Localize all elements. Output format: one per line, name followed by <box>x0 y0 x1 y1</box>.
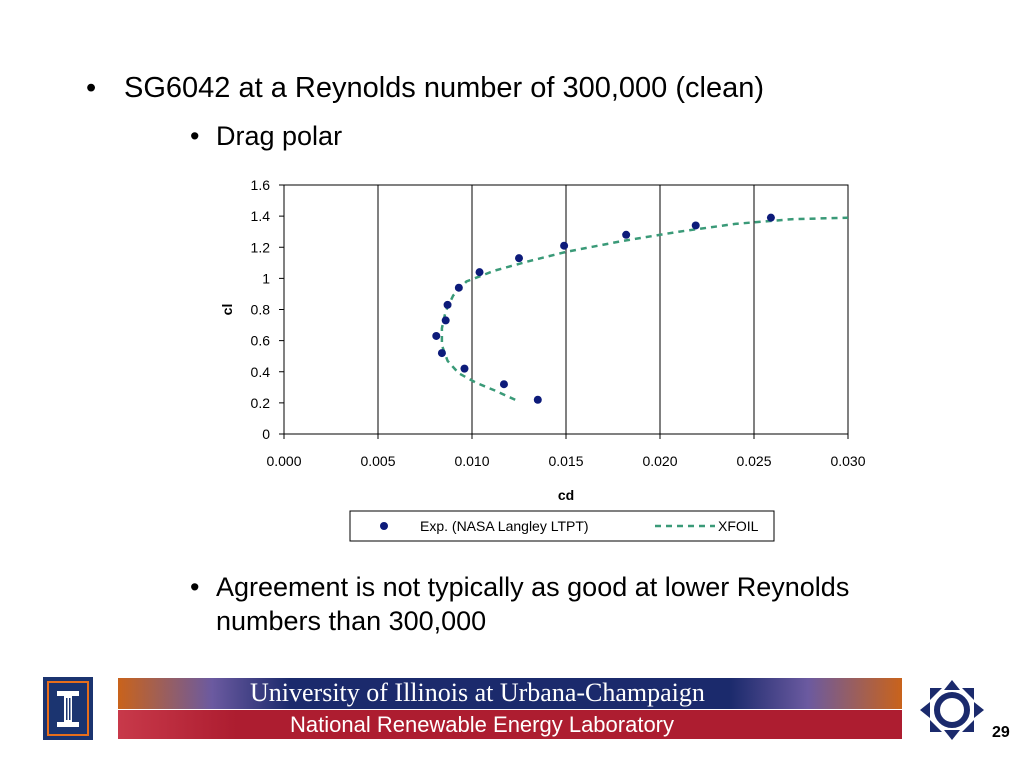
y-tick-label: 0 <box>262 426 270 442</box>
x-tick-label: 0.000 <box>266 453 301 469</box>
y-tick-label: 1.6 <box>251 177 271 193</box>
exp-data-point <box>443 300 452 309</box>
sub-bullet-text: Drag polar <box>216 121 343 151</box>
illinois-logo <box>43 677 93 740</box>
lab-name: National Renewable Energy Laboratory <box>290 712 675 737</box>
y-tick-label: 1.4 <box>251 208 271 224</box>
exp-data-point <box>441 316 450 325</box>
bullet-glyph: • <box>190 121 200 151</box>
bullet-glyph: • <box>86 72 97 104</box>
page-number: 29 <box>992 724 1010 741</box>
university-name: University of Illinois at Urbana-Champai… <box>250 678 705 707</box>
legend-xfoil-label: XFOIL <box>718 518 759 534</box>
illinois-logo-frame <box>47 681 89 736</box>
exp-data-point <box>560 241 569 250</box>
university-banner: University of Illinois at Urbana-Champai… <box>118 678 902 709</box>
exp-data-point <box>533 395 542 404</box>
y-tick-label: 0.4 <box>251 364 271 380</box>
x-tick-label: 0.010 <box>454 453 489 469</box>
exp-data-point <box>437 349 446 358</box>
y-tick-label: 0.8 <box>251 302 271 318</box>
x-tick-label: 0.020 <box>642 453 677 469</box>
exp-data-point <box>515 254 523 263</box>
y-tick-label: 1 <box>262 270 270 286</box>
x-axis-label: cd <box>558 487 574 503</box>
drag-polar-chart: 0.000 0.005 0.010 0.015 0.020 0.025 0.030 0 0.2 0… <box>219 177 866 542</box>
y-tick-label: 1.2 <box>251 239 271 255</box>
nrel-logo-icon <box>920 680 984 740</box>
lab-banner: National Renewable Energy Laboratory <box>118 710 902 739</box>
exp-data-point <box>454 283 463 292</box>
block-i-icon <box>57 691 79 727</box>
x-tick-label: 0.015 <box>548 453 583 469</box>
note-bullet: • Agreement is not typically as good at … <box>190 570 870 638</box>
main-bullet-text: SG6042 at a Reynolds number of 300,000 (… <box>124 72 765 104</box>
exp-data-point <box>691 221 700 230</box>
x-tick-label: 0.025 <box>736 453 771 469</box>
sub-bullet: • Drag polar <box>190 120 342 152</box>
y-tick-label: 0.2 <box>251 395 271 411</box>
x-tick-label: 0.005 <box>360 453 395 469</box>
legend-exp-marker <box>380 522 388 530</box>
bullet-glyph: • <box>190 572 200 602</box>
x-tick-label: 0.030 <box>830 453 865 469</box>
exp-data-point <box>622 230 631 239</box>
y-tick-label: 0.6 <box>251 333 271 349</box>
exp-data-point <box>432 331 441 340</box>
legend-exp-label: Exp. (NASA Langley LTPT) <box>420 518 589 534</box>
main-bullet: • SG6042 at a Reynolds number of 300,000… <box>86 70 764 106</box>
exp-data-point <box>766 213 775 222</box>
y-axis-label: cl <box>219 304 235 316</box>
note-bullet-text: Agreement is not typically as good at lo… <box>216 572 850 636</box>
exp-data-point <box>460 364 469 373</box>
exp-data-point <box>475 268 484 277</box>
exp-data-point <box>499 380 508 389</box>
